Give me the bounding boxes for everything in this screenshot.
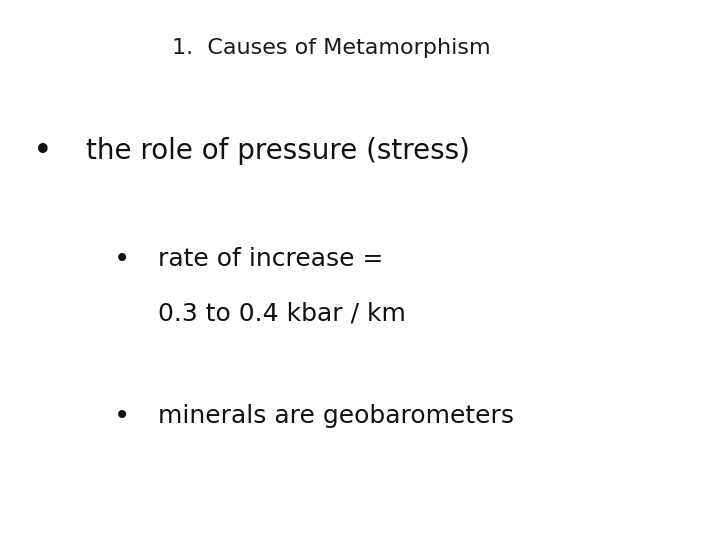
Text: 1.  Causes of Metamorphism: 1. Causes of Metamorphism	[172, 38, 490, 58]
Text: rate of increase =: rate of increase =	[158, 247, 384, 271]
Text: •: •	[114, 245, 130, 273]
Text: •: •	[33, 134, 53, 168]
Text: 0.3 to 0.4 kbar / km: 0.3 to 0.4 kbar / km	[158, 301, 406, 325]
Text: the role of pressure (stress): the role of pressure (stress)	[86, 137, 470, 165]
Text: •: •	[114, 402, 130, 430]
Text: minerals are geobarometers: minerals are geobarometers	[158, 404, 514, 428]
